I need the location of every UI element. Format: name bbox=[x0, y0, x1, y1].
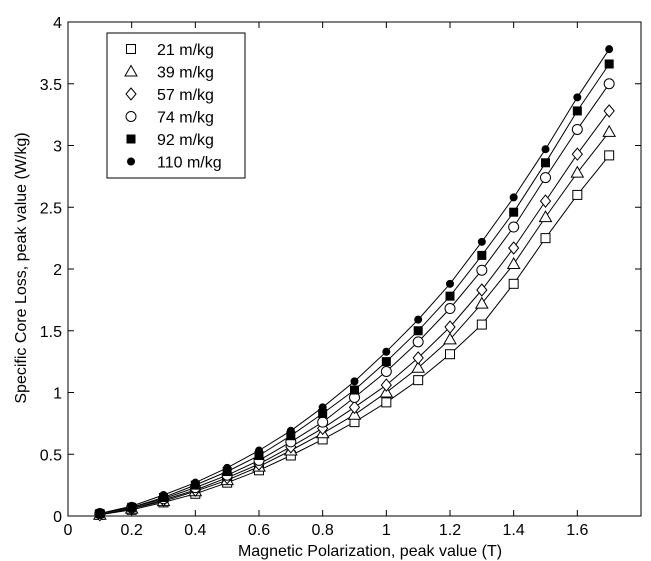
data-point bbox=[477, 250, 487, 260]
data-point bbox=[540, 233, 551, 244]
data-point bbox=[571, 123, 583, 135]
data-point bbox=[444, 303, 456, 315]
data-point bbox=[571, 147, 583, 161]
data-point bbox=[318, 403, 327, 412]
data-point bbox=[381, 357, 391, 367]
data-point bbox=[508, 221, 520, 233]
data-point bbox=[445, 291, 455, 301]
data-point bbox=[446, 279, 454, 288]
data-point bbox=[572, 189, 583, 200]
data-point bbox=[348, 400, 361, 415]
legend: 21 m/kg 39 m/kg 57 m/kg 74 m/kg 92 m/kg 110 m… bbox=[106, 32, 246, 179]
legend-marker bbox=[126, 134, 136, 144]
data-point bbox=[412, 336, 424, 348]
data-point bbox=[380, 378, 392, 392]
data-point bbox=[380, 366, 392, 378]
legend-label: 110 m/kg bbox=[157, 155, 222, 172]
legend-label: 74 m/kg bbox=[157, 110, 214, 127]
legend-marker bbox=[125, 111, 137, 122]
data-point bbox=[382, 347, 391, 356]
data-point bbox=[573, 93, 582, 102]
data-point bbox=[350, 377, 359, 386]
data-point bbox=[572, 106, 582, 116]
data-point bbox=[570, 165, 585, 178]
y-axis-label: Specific Core Loss, peak value (W/kg) bbox=[13, 132, 30, 403]
legend-label: 57 m/kg bbox=[157, 87, 214, 104]
data-point bbox=[506, 257, 521, 270]
y-tick-label: 3.5 bbox=[40, 77, 62, 94]
data-point bbox=[414, 315, 423, 324]
data-point bbox=[477, 237, 486, 246]
data-point bbox=[541, 158, 550, 168]
data-point bbox=[540, 172, 551, 184]
legend-marker bbox=[124, 64, 138, 77]
x-axis-label: Magnetic Polarization, peak value (T) bbox=[238, 543, 502, 560]
data-point bbox=[127, 502, 136, 511]
data-point bbox=[191, 478, 200, 487]
data-point bbox=[602, 124, 617, 137]
x-tick-label: 1.6 bbox=[566, 522, 588, 539]
data-point bbox=[317, 416, 329, 428]
data-point bbox=[603, 104, 615, 118]
legend-label: 39 m/kg bbox=[157, 65, 214, 82]
y-tick-label: 2.5 bbox=[40, 200, 62, 217]
y-tick-label: 1 bbox=[53, 386, 62, 403]
x-tick-label: 1.4 bbox=[503, 522, 525, 539]
legend-marker bbox=[126, 44, 136, 54]
data-point bbox=[476, 264, 488, 276]
data-point bbox=[604, 59, 614, 69]
data-point bbox=[539, 194, 552, 208]
y-tick-label: 3 bbox=[53, 139, 62, 156]
legend-marker bbox=[127, 157, 135, 166]
data-point bbox=[508, 241, 520, 255]
data-point bbox=[159, 491, 168, 500]
data-point bbox=[476, 283, 488, 297]
x-tick-label: 0.6 bbox=[248, 522, 270, 539]
y-tick-label: 0.5 bbox=[40, 447, 62, 464]
data-point bbox=[95, 509, 104, 518]
data-point bbox=[411, 360, 426, 373]
data-point bbox=[605, 45, 614, 54]
data-point bbox=[443, 332, 457, 345]
data-point bbox=[538, 210, 553, 223]
x-tick-label: 0.2 bbox=[121, 522, 143, 539]
data-point bbox=[350, 385, 359, 395]
data-point bbox=[255, 446, 263, 455]
data-point bbox=[413, 326, 423, 336]
data-point bbox=[603, 78, 615, 90]
data-markers bbox=[92, 45, 617, 522]
x-tick-label: 1.2 bbox=[439, 522, 461, 539]
y-tick-label: 0 bbox=[53, 509, 62, 526]
data-point bbox=[286, 426, 295, 435]
data-point bbox=[413, 375, 424, 386]
y-tick-label: 2 bbox=[53, 262, 62, 279]
data-point bbox=[474, 296, 489, 309]
data-point bbox=[445, 349, 455, 360]
legend-label: 21 m/kg bbox=[157, 42, 214, 59]
data-point bbox=[604, 150, 615, 161]
y-tick-label: 1.5 bbox=[40, 324, 62, 341]
legend-box bbox=[106, 32, 246, 179]
x-tick-label: 0.8 bbox=[312, 522, 334, 539]
x-tick-label: 1 bbox=[382, 522, 391, 539]
data-point bbox=[476, 319, 487, 330]
data-point bbox=[381, 397, 392, 408]
data-point bbox=[509, 207, 519, 217]
data-point bbox=[541, 145, 550, 154]
axis-ticks: 0 0.2 0.4 0.6 0.8 1 1.2 1.4 1.6 0 0.5 1 1.5 2 2.5 3 3.5 4 bbox=[40, 15, 641, 539]
legend-label: 92 m/kg bbox=[157, 132, 214, 149]
x-tick-label: 0.4 bbox=[184, 522, 206, 539]
legend-marker bbox=[125, 87, 137, 101]
x-tick-label: 0 bbox=[64, 522, 73, 539]
data-point bbox=[508, 278, 519, 289]
data-point bbox=[412, 351, 424, 365]
y-tick-label: 4 bbox=[53, 15, 62, 32]
data-point bbox=[509, 193, 518, 202]
data-point bbox=[223, 463, 232, 472]
data-point bbox=[444, 320, 456, 334]
